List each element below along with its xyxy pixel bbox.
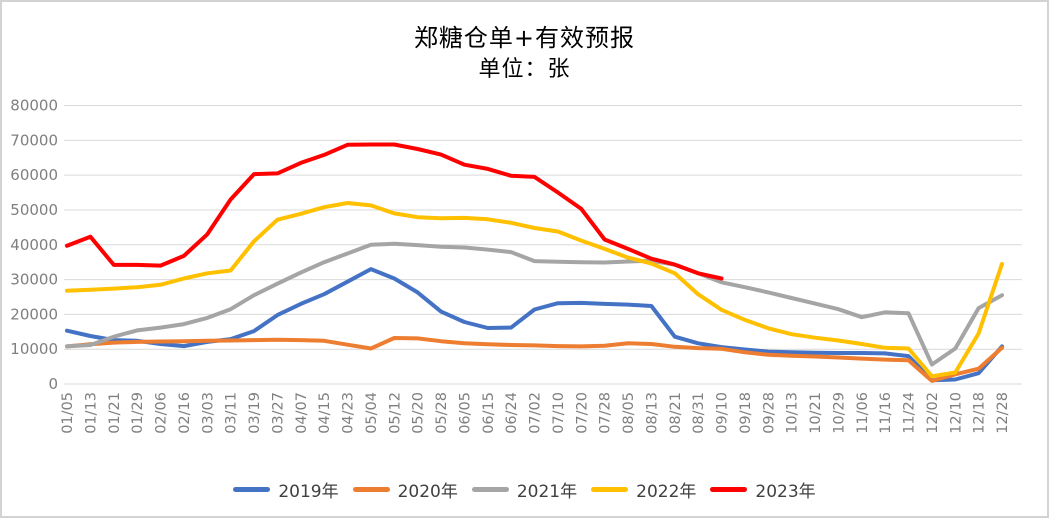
legend-marker: [591, 487, 629, 492]
y-axis-label: 80000: [10, 97, 58, 115]
x-axis-label: 12/18: [972, 392, 988, 434]
y-axis-label: 60000: [10, 166, 58, 184]
legend-label: 2019年: [278, 482, 339, 502]
x-axis-label: 12/28: [995, 392, 1011, 434]
plot-area: 0 10000 20000 30000 40000 50000 60000 70000 8000…: [10, 97, 1022, 434]
x-axis-label: 07/20: [574, 392, 590, 434]
y-axis-label: 30000: [10, 271, 58, 289]
y-axis-label: 40000: [10, 236, 58, 254]
x-axis-label: 05/12: [387, 392, 403, 434]
legend-item-2021: 2021年: [471, 477, 578, 502]
x-axis-label: 10/13: [785, 392, 801, 434]
x-axis-label: 01/05: [60, 392, 76, 434]
series-line-2023: [65, 142, 724, 281]
y-axis-label: 0: [48, 375, 58, 393]
x-axis-label: 01/13: [83, 392, 99, 434]
legend-label: 2023年: [755, 482, 816, 502]
x-axis-label: 01/29: [130, 392, 146, 434]
series-line-2020: [65, 336, 1004, 383]
x-axis-label: 11/24: [902, 392, 918, 434]
x-axis-label: 12/02: [925, 392, 941, 434]
legend-label: 2021年: [516, 482, 578, 502]
x-axis-label: 05/20: [411, 392, 427, 434]
x-axis-label: 06/15: [481, 392, 497, 434]
x-axis-label: 10/29: [831, 392, 847, 434]
x-axis-label: 04/07: [294, 392, 310, 434]
y-axis-label: 10000: [10, 340, 58, 358]
series-line-2022: [65, 201, 1004, 379]
legend-marker: [471, 487, 509, 492]
x-axis-label: 09/28: [761, 392, 777, 434]
y-axis-label: 50000: [10, 201, 58, 219]
x-axis-label: 12/10: [948, 392, 964, 434]
legend-label: 2022年: [636, 482, 697, 502]
x-axis-label: 03/11: [224, 392, 240, 434]
x-axis-label: 02/16: [177, 392, 193, 434]
x-axis-label: 09/10: [715, 392, 731, 434]
x-axis-label: 04/15: [317, 392, 333, 434]
x-axis-label: 01/21: [107, 392, 123, 434]
x-axis-label: 04/23: [341, 392, 357, 434]
x-axis-label: 03/19: [247, 392, 263, 434]
x-axis-label: 11/06: [855, 392, 871, 434]
x-axis-label: 08/31: [691, 392, 707, 434]
chart-title: 郑糖仓单+有效预报: [413, 24, 636, 52]
x-axis-label: 08/13: [644, 392, 660, 434]
x-axis-label: 06/05: [457, 392, 473, 434]
legend-marker: [352, 487, 390, 492]
legend-item-2022: 2022年: [591, 477, 696, 502]
x-axis-label: 02/06: [154, 392, 170, 434]
x-axis-label: 11/16: [878, 392, 894, 434]
legend-label: 2020年: [397, 482, 458, 502]
x-axis-label: 07/10: [551, 392, 567, 434]
series-line-2019: [65, 267, 1004, 383]
x-axis-label: 10/21: [808, 392, 824, 434]
legend-item-2020: 2020年: [352, 477, 458, 502]
x-axis-label: 08/21: [668, 392, 684, 434]
legend-item-2019: 2019年: [233, 477, 339, 502]
legend-marker: [233, 487, 271, 492]
legend-item-2023: 2023年: [710, 477, 816, 502]
x-axis-label: 05/04: [364, 392, 380, 434]
x-axis-label: 09/18: [738, 392, 754, 434]
x-axis-label: 07/28: [598, 392, 614, 434]
x-axis-label: 05/28: [434, 392, 450, 434]
series-line-2021: [65, 241, 1004, 367]
chart-subtitle: 单位：张: [478, 57, 571, 82]
y-axis-label: 70000: [10, 131, 58, 149]
x-axis-label: 03/03: [200, 392, 216, 434]
y-axis-label: 20000: [10, 305, 58, 323]
legend: 2019年 2020年 2021年 2022年 2023年: [2, 477, 1047, 502]
x-axis-label: 08/05: [621, 392, 637, 434]
x-axis-label: 03/27: [270, 392, 286, 434]
x-axis-label: 06/24: [504, 392, 520, 434]
x-axis-label: 07/02: [528, 392, 544, 434]
legend-marker: [710, 487, 748, 492]
